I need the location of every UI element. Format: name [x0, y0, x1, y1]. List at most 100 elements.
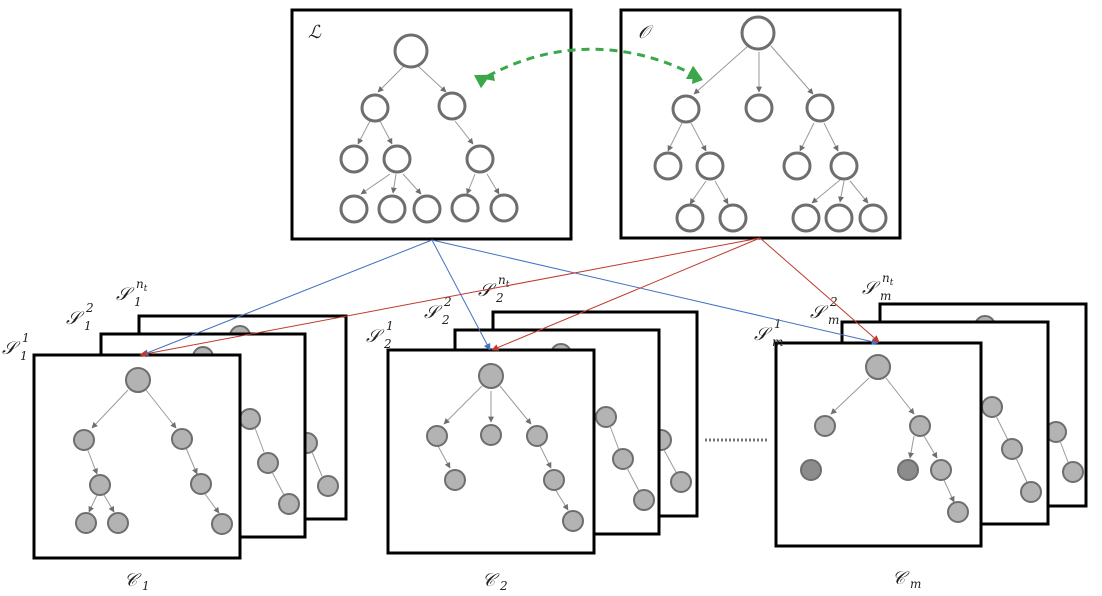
tree-node: [393, 33, 429, 69]
tree-node: [791, 203, 821, 233]
cluster-2-box-2-tree: [550, 343, 655, 511]
cluster-m: 𝒮 m 1 𝒮 m 2 𝒮 m nt 𝒞 m: [754, 271, 1088, 591]
tree-node: [89, 474, 111, 496]
tree-node: [125, 367, 151, 393]
top-tree-L: ℒ: [290, 8, 573, 241]
cluster-2: 𝒮 2 1 𝒮 2 2 𝒮 2 nt 𝒞 2: [366, 273, 699, 593]
svg-text:m: m: [910, 577, 921, 591]
cluster-m-label-nt: 𝒮 m nt: [862, 271, 894, 303]
svg-text:1: 1: [142, 579, 150, 593]
tree-node: [489, 193, 519, 223]
tree-node: [653, 151, 683, 181]
tree-node: [805, 93, 835, 123]
tree-node: [671, 94, 701, 124]
tree-node: [437, 91, 467, 121]
tree-node: [478, 363, 504, 389]
svg-text:2: 2: [441, 313, 450, 327]
svg-text:𝒮: 𝒮: [862, 278, 881, 299]
svg-text:𝒞: 𝒞: [124, 570, 142, 591]
svg-text:2: 2: [495, 291, 504, 305]
svg-text:𝒮: 𝒮: [424, 302, 443, 323]
green-arrowhead-right: [692, 73, 703, 84]
tree-node: [339, 194, 369, 224]
blue-links: [141, 239, 879, 356]
top-tree-O: 𝒪: [619, 8, 902, 240]
green-dashed-link: [473, 47, 703, 89]
tree-node: [543, 469, 565, 491]
tree-node: [858, 203, 888, 233]
svg-text:2: 2: [85, 301, 94, 315]
tree-node: [695, 151, 725, 181]
tree-node: [190, 473, 212, 495]
tree-node: [824, 203, 854, 233]
svg-text:𝒮: 𝒮: [66, 308, 85, 329]
tree-node: [211, 513, 233, 535]
tree-node: [814, 415, 836, 437]
tree-node: [360, 93, 390, 123]
svg-text:m: m: [828, 313, 839, 327]
tree-node: [465, 144, 495, 174]
svg-text:1: 1: [774, 317, 782, 331]
tree-node: [426, 425, 448, 447]
tree-node: [865, 354, 891, 380]
svg-text:1: 1: [84, 319, 92, 333]
tree-node: [444, 469, 466, 491]
tree-node: [718, 203, 748, 233]
cluster-m-caption: 𝒞 m: [892, 568, 921, 591]
svg-text:1: 1: [22, 331, 30, 345]
red-link-to-cm: [759, 237, 880, 343]
blue-link-to-c1: [141, 239, 433, 356]
tree-node: [526, 425, 548, 447]
cluster-2-box-1-nodes: [426, 363, 584, 532]
cluster-1-label-nt: 𝒮 1 nt: [116, 277, 148, 309]
tree-node: [171, 428, 193, 450]
cluster-1: 𝒮 1 1 𝒮 1 2 𝒮 1 nt 𝒞 1: [2, 277, 348, 593]
svg-text:2: 2: [383, 337, 392, 351]
top-tree-O-nodes: [653, 15, 888, 233]
top-tree-L-nodes: [339, 33, 519, 224]
svg-text:𝒮: 𝒮: [810, 302, 829, 323]
red-link-to-c1: [139, 237, 761, 358]
tree-node: [947, 501, 969, 523]
svg-text:nt: nt: [136, 277, 148, 294]
cluster-1-label-2: 𝒮 1 2: [66, 301, 94, 333]
top-tree-L-edges: [357, 65, 500, 195]
svg-text:2: 2: [443, 295, 452, 309]
cluster-m-label-2: 𝒮 m 2: [810, 295, 839, 327]
tree-node: [562, 510, 584, 532]
cluster-m-box-1-nodes: [800, 354, 969, 523]
svg-text:𝒮: 𝒮: [366, 326, 385, 347]
tree-node: [744, 93, 774, 123]
tree-node: [412, 194, 442, 224]
tree-node: [107, 512, 129, 534]
tree-node: [897, 459, 919, 481]
cluster-2-label-nt: 𝒮 2 nt: [478, 273, 510, 305]
cluster-m-box-2-tree: [981, 396, 1042, 503]
cluster-m-label-1: 𝒮 m 1: [754, 317, 783, 349]
tree-node: [73, 429, 95, 451]
tree-node: [740, 15, 776, 51]
cluster-m-box-1-edges: [830, 377, 955, 503]
svg-text:𝒮: 𝒮: [754, 324, 773, 345]
cluster-2-label-1: 𝒮 2 1: [366, 319, 394, 351]
tree-node: [782, 151, 812, 181]
svg-text:1: 1: [20, 349, 28, 363]
green-arrowhead-left: [484, 72, 495, 81]
tree-node: [450, 193, 480, 223]
cluster-1-caption: 𝒞 1: [124, 570, 150, 593]
tree-node: [800, 459, 822, 481]
svg-text:m: m: [772, 335, 783, 349]
tree-node: [480, 424, 502, 446]
tree-node: [382, 144, 412, 174]
top-tree-L-label: ℒ: [308, 22, 322, 43]
tree-node: [829, 151, 859, 181]
svg-text:𝒮: 𝒮: [116, 284, 135, 305]
red-links: [139, 237, 880, 358]
svg-text:nt: nt: [498, 273, 510, 290]
cluster-1-label-1: 𝒮 1 1: [2, 331, 30, 363]
tree-node: [377, 194, 407, 224]
tree-node: [675, 203, 705, 233]
svg-text:𝒮: 𝒮: [2, 338, 21, 359]
cluster-2-label-2: 𝒮 2 2: [424, 295, 452, 327]
